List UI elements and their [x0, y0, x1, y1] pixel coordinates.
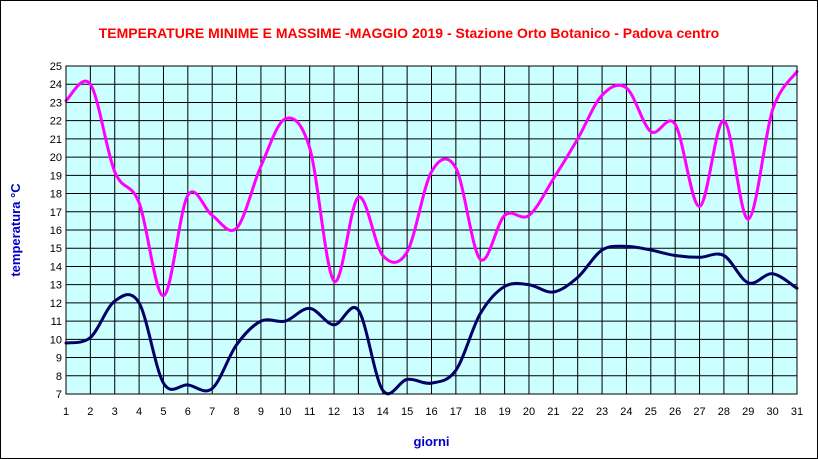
y-tick-labels: 7 8 9 10 11 12 13 14 15 16 17 18 19 20 21 22 23 24 25: [50, 61, 62, 401]
y-tick-label: 25: [50, 61, 62, 73]
x-tick-label: 20: [523, 406, 535, 418]
series-layer: [64, 70, 799, 396]
x-tick-label: 25: [645, 406, 657, 418]
x-tick-label: 11: [304, 406, 315, 418]
x-tick-label: 18: [474, 406, 486, 418]
x-tick-label: 5: [160, 406, 166, 418]
x-tick-label: 31: [791, 406, 803, 418]
x-tick-label: 1: [63, 406, 69, 418]
y-tick-label: 20: [50, 152, 62, 164]
x-tick-label: 4: [136, 406, 142, 418]
x-tick-label: 16: [425, 406, 437, 418]
x-tick-label: 17: [450, 406, 462, 418]
y-axis-label: temperatura °C: [8, 183, 23, 277]
y-tick-label: 18: [50, 189, 62, 201]
chart-title: TEMPERATURE MINIME E MASSIME -MAGGIO 201…: [98, 25, 720, 41]
grid-lines: [65, 65, 798, 395]
y-tick-label: 24: [50, 79, 62, 91]
y-tick-label: 10: [50, 334, 62, 346]
x-tick-label: 14: [377, 406, 389, 418]
y-tick-label: 15: [50, 243, 62, 255]
y-tick-label: 14: [50, 261, 62, 273]
y-tick-label: 19: [50, 170, 62, 182]
series-line-1: [64, 70, 799, 298]
x-tick-label: 19: [498, 406, 510, 418]
x-tick-labels: 1 2 3 4 5 6 7 8 9 10 11 12 13 14 15 16 17 18 19 20 21 22 23 24 2…: [63, 406, 803, 418]
x-tick-label: 7: [209, 406, 215, 418]
y-tick-label: 23: [50, 97, 62, 109]
x-tick-label: 23: [596, 406, 608, 418]
x-tick-label: 21: [547, 406, 559, 418]
x-tick-label: 3: [112, 406, 118, 418]
x-tick-label: 8: [234, 406, 240, 418]
x-tick-label: 28: [718, 406, 730, 418]
x-tick-label: 27: [693, 406, 705, 418]
y-tick-label: 21: [50, 134, 62, 146]
plot-border: [65, 65, 798, 395]
y-tick-label: 11: [51, 316, 62, 328]
x-tick-label: 9: [258, 406, 264, 418]
y-tick-label: 12: [50, 298, 62, 310]
x-tick-label: 12: [328, 406, 340, 418]
y-tick-label: 9: [56, 353, 62, 365]
y-tick-label: 16: [50, 225, 62, 237]
series-line-2: [64, 244, 799, 396]
y-tick-label: 17: [50, 207, 62, 219]
x-tick-label: 30: [767, 406, 779, 418]
x-tick-label: 26: [669, 406, 681, 418]
y-tick-label: 7: [56, 389, 62, 401]
x-tick-label: 10: [279, 406, 291, 418]
x-tick-label: 6: [185, 406, 191, 418]
x-tick-label: 24: [620, 406, 632, 418]
x-axis-label: giorni: [413, 434, 449, 449]
y-tick-label: 22: [50, 116, 62, 128]
y-tick-label: 13: [50, 280, 62, 292]
x-tick-label: 2: [87, 406, 93, 418]
x-tick-label: 13: [352, 406, 364, 418]
y-tick-label: 8: [56, 371, 62, 383]
x-tick-label: 22: [572, 406, 584, 418]
x-tick-label: 29: [742, 406, 754, 418]
x-tick-label: 15: [401, 406, 413, 418]
